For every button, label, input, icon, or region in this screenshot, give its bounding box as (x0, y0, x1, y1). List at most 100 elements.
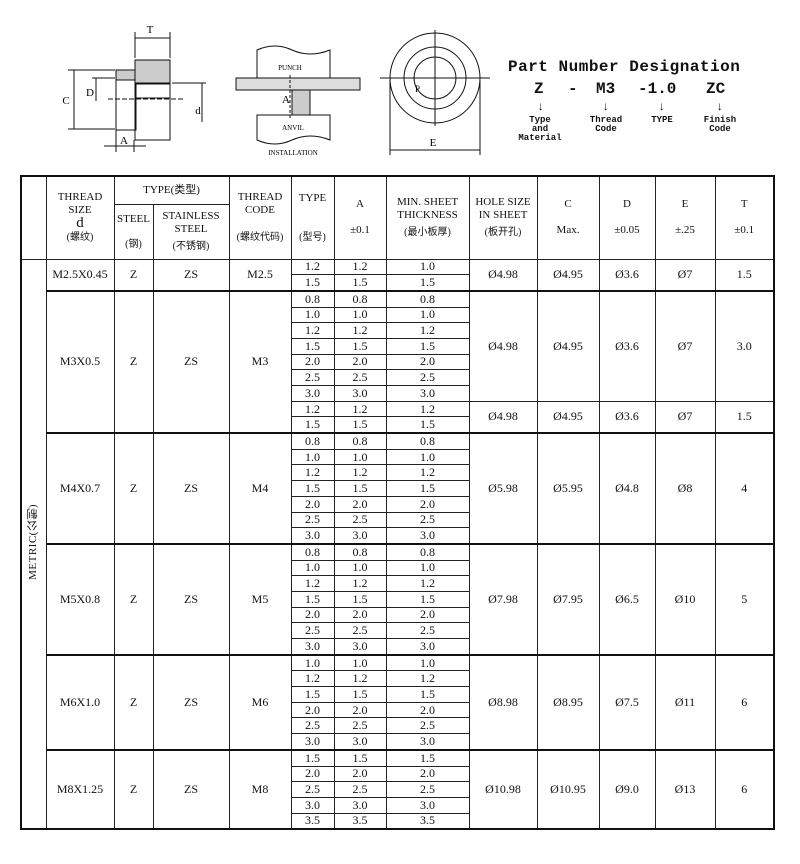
part-number-title: Part Number Designation (508, 58, 741, 76)
label-anvil: ANVIL (282, 124, 304, 132)
e-value: Ø13 (654, 748, 716, 830)
table-row: M6X1.0 Z ZS M6 1.0 1.0 1.0 Ø8.98 Ø8.95 Ø7.5 Ø11 6 (21, 653, 775, 751)
arrow-down-icon: ↓ (537, 100, 545, 114)
table-row: 1.2 1.2 1.2 (21, 575, 774, 592)
e-value: Ø7 (654, 400, 716, 434)
table-row: 1.2 1.2 1.2 (21, 464, 774, 482)
a-value: 1.5 (333, 274, 387, 292)
label-d-lower: d (195, 105, 201, 117)
header-min-sheet: MIN. SHEET THICKNESS (最小板厚) (385, 175, 470, 260)
a-value: 1.5 (333, 337, 387, 355)
a-value: 2.0 (333, 701, 387, 719)
min-sheet-value: 1.2 (385, 575, 470, 592)
label-c: C (62, 95, 69, 107)
thread-size: M6X1.0 (45, 653, 115, 751)
type-value: 3.0 (290, 637, 335, 656)
min-sheet-value: 2.0 (385, 765, 470, 783)
a-value: 0.8 (333, 289, 387, 308)
spec-table: THREAD SIZE d (螺纹) TYPE(类型) THREAD CODE … (20, 175, 776, 831)
type-value: 0.8 (290, 542, 335, 561)
a-value: 0.8 (333, 432, 387, 450)
d-value: Ø6.5 (598, 542, 656, 656)
min-sheet-value: 3.0 (385, 527, 470, 545)
c-value: Ø5.95 (536, 432, 600, 545)
table-body: METRIC(公制) M2.5X0.45 Z ZS M2.5 1.2 1.2 1.0 Ø4.98… (20, 258, 775, 830)
t-value: 6 (714, 653, 775, 751)
a-value: 2.5 (333, 369, 387, 386)
thread-size: M2.5X0.45 (45, 258, 115, 292)
part-number-designation: Part Number Designation Z - M3 -1.0 ZC ↓… (508, 58, 768, 143)
table-row: 1.5 1.5 1.5 (21, 416, 774, 434)
stainless-type: ZS (152, 653, 230, 751)
hole-size: Ø10.98 (468, 748, 538, 830)
arrow-down-icon: ↓ (602, 100, 610, 114)
metric-label: METRIC(公制) (20, 258, 47, 830)
table-row: 1.5 1.5 1.5 (21, 274, 774, 292)
min-sheet-value: 1.2 (385, 322, 470, 339)
header-d: D ±0.05 (598, 175, 656, 260)
type-value: 1.5 (290, 480, 335, 497)
stainless-type: ZS (152, 289, 230, 434)
c-value: Ø4.95 (536, 258, 600, 292)
type-value: 1.0 (290, 448, 335, 466)
a-value: 1.0 (333, 448, 387, 466)
code-size: -1.0 (638, 80, 677, 98)
table-row: 2.5 2.5 2.5 (21, 781, 774, 798)
type-value: 3.0 (290, 796, 335, 814)
c-value: Ø4.95 (536, 400, 600, 434)
min-sheet-value: 1.0 (385, 448, 470, 466)
min-sheet-value: 3.0 (385, 637, 470, 656)
a-value: 1.5 (333, 590, 387, 608)
a-value: 3.0 (333, 637, 387, 656)
table-row: 3.0 3.0 3.0 (21, 527, 774, 545)
a-value: 1.0 (333, 653, 387, 672)
label-t: T (147, 24, 154, 36)
header-thread-code: THREAD CODE (螺纹代码) (228, 175, 292, 260)
a-value: 1.5 (333, 416, 387, 434)
table-row: 3.5 3.5 3.5 (21, 812, 774, 830)
top-view (380, 30, 490, 155)
d-value: Ø4.8 (598, 432, 656, 545)
type-value: 1.2 (290, 400, 335, 418)
hole-size: Ø7.98 (468, 542, 538, 656)
t-value: 1.5 (714, 400, 775, 434)
min-sheet-value: 2.0 (385, 353, 470, 371)
d-value: Ø3.6 (598, 400, 656, 434)
table-row: 1.2 1.2 1.2 (21, 670, 774, 688)
a-value: 1.5 (333, 686, 387, 703)
a-value: 2.0 (333, 495, 387, 513)
min-sheet-value: 0.8 (385, 289, 470, 308)
table-row: 3.0 3.0 3.0 (21, 385, 774, 402)
thread-code: M8 (228, 748, 292, 830)
thread-size: M5X0.8 (45, 542, 115, 656)
code-finish: ZC (706, 80, 726, 98)
hole-size: Ø5.98 (468, 432, 538, 545)
type-value: 1.5 (290, 590, 335, 608)
d-value: Ø9.0 (598, 748, 656, 830)
stainless-type: ZS (152, 542, 230, 656)
type-value: 3.0 (290, 733, 335, 751)
label-d-upper: D (86, 87, 94, 99)
a-value: 1.2 (333, 575, 387, 592)
a-value: 2.5 (333, 511, 387, 529)
technical-drawings: T C D d A PUNCH A ANVIL INSTALLATION P E (62, 24, 490, 157)
label-thread-code: Thread Code (589, 115, 623, 134)
label-type-material: Type and Material (518, 115, 562, 143)
min-sheet-value: 2.0 (385, 701, 470, 719)
type-value: 1.0 (290, 306, 335, 324)
a-value: 3.0 (333, 733, 387, 751)
stainless-type: ZS (152, 748, 230, 830)
table-row: 2.0 2.0 2.0 (21, 353, 774, 371)
header-c: C Max. (536, 175, 600, 260)
min-sheet-value: 1.2 (385, 464, 470, 482)
table-row: 1.0 1.0 1.0 (21, 448, 774, 466)
thread-code: M2.5 (228, 258, 292, 292)
type-value: 1.5 (290, 274, 335, 292)
header-thread-size: THREAD SIZE d (螺纹) (45, 175, 115, 260)
a-value: 1.5 (333, 480, 387, 497)
steel-type: Z (113, 432, 154, 545)
t-value: 1.5 (714, 258, 775, 292)
e-value: Ø11 (654, 653, 716, 751)
table-row: 1.0 1.0 1.0 (21, 306, 774, 324)
t-value: 6 (714, 748, 775, 830)
